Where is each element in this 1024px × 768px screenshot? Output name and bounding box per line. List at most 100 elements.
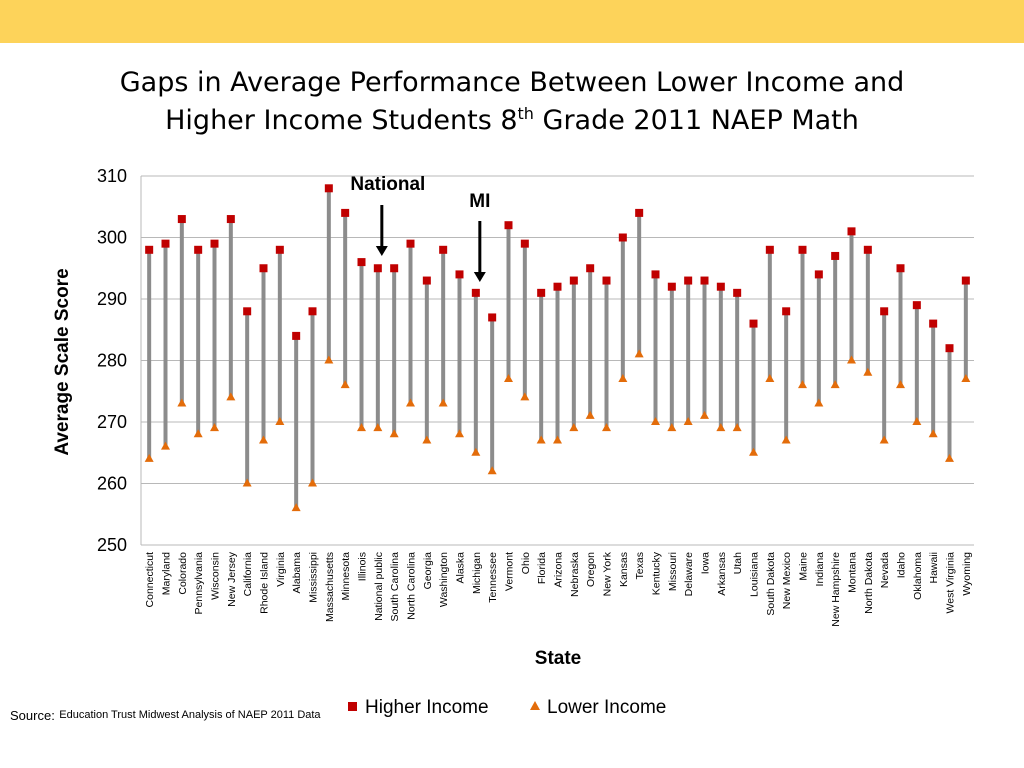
x-tick-label: Alabama xyxy=(291,552,303,594)
higher-income-marker xyxy=(275,245,284,254)
higher-income-marker xyxy=(749,319,758,328)
lower-income-marker xyxy=(504,373,513,382)
source-note: Source: Education Trust Midwest Analysis… xyxy=(10,707,321,725)
x-tick-label: Virginia xyxy=(275,552,287,587)
lower-income-marker xyxy=(765,373,775,382)
lower-income-marker xyxy=(602,423,611,432)
higher-income-marker xyxy=(716,282,725,291)
y-tick-labels: 250 260 270 280 290 300 310 xyxy=(97,166,127,555)
higher-income-marker xyxy=(210,239,219,248)
legend-lower-marker xyxy=(530,701,540,710)
lower-income-marker xyxy=(455,429,464,438)
lower-income-marker xyxy=(193,429,203,438)
x-tick-label: Montana xyxy=(847,552,859,593)
higher-income-marker xyxy=(782,307,791,316)
lower-income-marker xyxy=(667,423,677,432)
lower-income-marker xyxy=(798,380,807,389)
y-tick-label: 270 xyxy=(97,412,127,432)
higher-income-marker xyxy=(700,276,709,285)
lower-income-marker xyxy=(357,423,366,432)
lower-income-marker xyxy=(912,417,922,425)
lower-income-marker xyxy=(177,398,187,407)
x-tick-label: Oklahoma xyxy=(912,552,924,600)
x-tick-label: Hawaii xyxy=(928,552,940,584)
x-tick-label: Arizona xyxy=(553,552,565,588)
higher-income-marker xyxy=(488,313,497,322)
higher-income-marker xyxy=(602,276,611,285)
header-band xyxy=(0,0,1024,43)
x-tick-label: Idaho xyxy=(896,552,908,578)
x-tick-label: Utah xyxy=(732,552,744,574)
higher-income-marker xyxy=(373,264,382,273)
higher-income-marker xyxy=(341,208,350,217)
lower-income-marker xyxy=(651,417,660,425)
lower-income-marker xyxy=(275,417,285,425)
x-tick-label: Kansas xyxy=(618,552,630,587)
x-tick-label: Vermont xyxy=(504,552,516,591)
higher-income-marker xyxy=(520,239,529,248)
lower-income-marker xyxy=(520,392,530,401)
higher-income-marker xyxy=(586,264,595,273)
x-tick-label: South Dakota xyxy=(765,552,777,616)
x-tick-label: Maine xyxy=(798,552,810,581)
higher-income-marker xyxy=(161,239,170,248)
chart-title-line-2: Higher Income Students 8th Grade 2011 NA… xyxy=(0,102,1024,140)
higher-income-marker xyxy=(798,245,807,254)
x-tick-label: West Virginia xyxy=(945,552,957,614)
x-tick-label: California xyxy=(242,552,254,597)
x-tick-label: Wyoming xyxy=(961,552,973,596)
higher-income-marker xyxy=(243,307,252,316)
data-markers xyxy=(144,184,971,512)
higher-income-marker xyxy=(504,221,513,230)
higher-income-marker xyxy=(145,245,154,254)
lower-income-marker xyxy=(324,355,334,364)
x-tick-label: Tennessee xyxy=(487,552,499,603)
higher-income-marker xyxy=(667,282,676,291)
x-tick-label: Colorado xyxy=(177,552,189,595)
lower-income-marker xyxy=(471,447,481,456)
higher-income-marker xyxy=(684,276,693,285)
x-tick-label: Mississippi xyxy=(308,552,320,603)
x-tick-label: Minnesota xyxy=(340,552,352,601)
lower-income-marker xyxy=(618,373,628,382)
lower-income-marker xyxy=(945,453,954,462)
x-tick-label: Oregon xyxy=(585,552,597,587)
lower-income-marker xyxy=(259,435,268,444)
y-tick-label: 300 xyxy=(97,228,127,248)
lower-income-marker xyxy=(487,466,497,475)
lower-income-marker xyxy=(749,447,758,456)
lower-income-marker xyxy=(226,392,236,401)
higher-income-marker xyxy=(945,344,954,353)
y-tick-label: 260 xyxy=(97,474,127,494)
x-tick-label: New Hampshire xyxy=(830,552,842,627)
x-tick-label: Nebraska xyxy=(569,552,581,597)
lower-income-marker xyxy=(585,410,595,419)
x-tick-label: North Dakota xyxy=(863,552,875,614)
chart-title-superscript: th xyxy=(517,104,534,123)
lower-income-marker xyxy=(863,367,873,376)
x-tick-label: New York xyxy=(602,551,614,596)
x-tick-label: Maryland xyxy=(161,552,173,595)
x-tick-label: New Jersey xyxy=(226,551,238,607)
x-tick-label: Alaska xyxy=(455,552,467,584)
x-tick-label: Connecticut xyxy=(144,552,156,608)
x-tick-label: Nevada xyxy=(879,552,891,588)
higher-income-marker xyxy=(308,307,317,316)
higher-income-marker xyxy=(651,270,660,279)
higher-income-marker xyxy=(259,264,268,273)
lower-income-marker xyxy=(291,503,301,512)
lower-income-marker xyxy=(569,423,579,432)
lower-income-marker xyxy=(242,478,252,487)
x-tick-label: Georgia xyxy=(422,552,434,590)
higher-income-marker xyxy=(226,215,235,224)
y-axis-label: Average Scale Score xyxy=(52,268,73,455)
chart-title: Gaps in Average Performance Between Lowe… xyxy=(0,64,1024,140)
lower-income-marker xyxy=(308,478,317,487)
chart-title-line-2-suffix: Grade 2011 NAEP Math xyxy=(533,105,859,136)
gap-lines xyxy=(147,188,968,509)
lower-income-marker xyxy=(896,380,905,389)
x-tick-label: Ohio xyxy=(520,552,532,574)
x-tick-label: Texas xyxy=(634,552,646,579)
higher-income-marker xyxy=(635,208,644,217)
